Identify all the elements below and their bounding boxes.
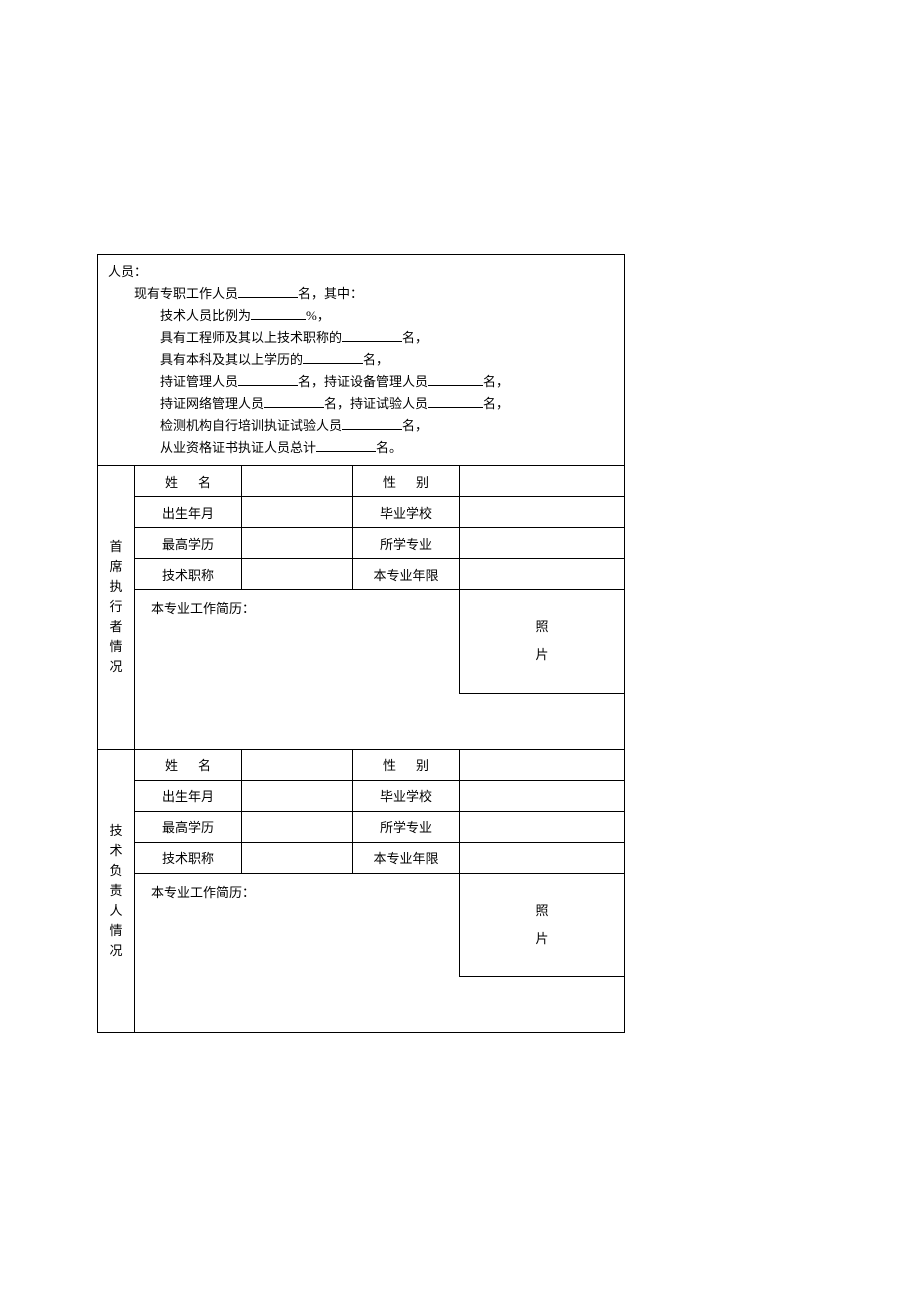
blank-cert-mgmt[interactable] — [238, 371, 298, 386]
s2-title: 技术负责人情况 — [98, 749, 135, 1033]
s2-name-value[interactable] — [242, 749, 353, 780]
s1-row-name: 首席执行者情况 姓名 性别 — [98, 466, 625, 497]
personnel-cell: 人员： 现有专职工作人员名，其中： 技术人员比例为%， 具有工程师及其以上技术职… — [98, 255, 625, 466]
personnel-line3: 具有工程师及其以上技术职称的名， — [108, 327, 614, 349]
blank-bachelor[interactable] — [303, 349, 363, 364]
s1-photo: 照 片 — [460, 590, 625, 694]
personnel-line7: 检测机构自行培训执证试验人员名， — [108, 415, 614, 437]
s2-title-value[interactable] — [242, 842, 353, 873]
s2-photo: 照 片 — [460, 873, 625, 977]
s1-edu-value[interactable] — [242, 528, 353, 559]
s2-edu-value[interactable] — [242, 811, 353, 842]
form-table: 人员： 现有专职工作人员名，其中： 技术人员比例为%， 具有工程师及其以上技术职… — [97, 254, 625, 1033]
s2-row-edu: 最高学历 所学专业 — [98, 811, 625, 842]
s1-title-label: 技术职称 — [135, 559, 242, 590]
s1-dob-label: 出生年月 — [135, 497, 242, 528]
personnel-line8: 从业资格证书执证人员总计名。 — [108, 437, 614, 459]
s1-row-dob: 出生年月 毕业学校 — [98, 497, 625, 528]
s2-row-title: 技术职称 本专业年限 — [98, 842, 625, 873]
s1-school-value[interactable] — [460, 497, 625, 528]
s1-edu-label: 最高学历 — [135, 528, 242, 559]
s1-resume-label: 本专业工作简历： — [135, 590, 460, 694]
s2-major-label: 所学专业 — [353, 811, 460, 842]
s1-title-value[interactable] — [242, 559, 353, 590]
s1-years-value[interactable] — [460, 559, 625, 590]
s1-title: 首席执行者情况 — [98, 466, 135, 750]
s2-row-name: 技术负责人情况 姓名 性别 — [98, 749, 625, 780]
blank-tech-ratio[interactable] — [251, 305, 306, 320]
personnel-line4: 具有本科及其以上学历的名， — [108, 349, 614, 371]
s2-resume-area[interactable] — [135, 977, 625, 1033]
blank-cert-test[interactable] — [428, 393, 483, 408]
blank-engineer[interactable] — [342, 327, 402, 342]
s1-gender-label: 性别 — [353, 466, 460, 497]
blank-fulltime[interactable] — [238, 283, 298, 298]
s2-dob-label: 出生年月 — [135, 780, 242, 811]
s1-row-edu: 最高学历 所学专业 — [98, 528, 625, 559]
s1-resume-area[interactable] — [135, 693, 625, 749]
page: 人员： 现有专职工作人员名，其中： 技术人员比例为%， 具有工程师及其以上技术职… — [0, 0, 920, 1302]
personnel-line5: 持证管理人员名，持证设备管理人员名， — [108, 371, 614, 393]
s1-name-value[interactable] — [242, 466, 353, 497]
s2-row-dob: 出生年月 毕业学校 — [98, 780, 625, 811]
s2-major-value[interactable] — [460, 811, 625, 842]
blank-total-cert[interactable] — [316, 437, 376, 452]
s1-school-label: 毕业学校 — [353, 497, 460, 528]
s2-name-label: 姓名 — [135, 749, 242, 780]
blank-cert-equip[interactable] — [428, 371, 483, 386]
s1-row-resume-bottom — [98, 693, 625, 749]
s2-resume-label: 本专业工作简历： — [135, 873, 460, 977]
s1-row-title: 技术职称 本专业年限 — [98, 559, 625, 590]
s1-name-label: 姓名 — [135, 466, 242, 497]
s2-gender-value[interactable] — [460, 749, 625, 780]
s2-years-label: 本专业年限 — [353, 842, 460, 873]
blank-self-train[interactable] — [342, 415, 402, 430]
personnel-line1: 现有专职工作人员名，其中： — [108, 283, 614, 305]
blank-cert-net[interactable] — [264, 393, 324, 408]
personnel-row: 人员： 现有专职工作人员名，其中： 技术人员比例为%， 具有工程师及其以上技术职… — [98, 255, 625, 466]
s2-years-value[interactable] — [460, 842, 625, 873]
s2-edu-label: 最高学历 — [135, 811, 242, 842]
s1-major-label: 所学专业 — [353, 528, 460, 559]
s2-school-value[interactable] — [460, 780, 625, 811]
personnel-line2: 技术人员比例为%， — [108, 305, 614, 327]
s1-major-value[interactable] — [460, 528, 625, 559]
s1-years-label: 本专业年限 — [353, 559, 460, 590]
s2-title-label: 技术职称 — [135, 842, 242, 873]
s2-gender-label: 性别 — [353, 749, 460, 780]
s2-school-label: 毕业学校 — [353, 780, 460, 811]
personnel-header: 人员： — [108, 264, 147, 279]
s1-dob-value[interactable] — [242, 497, 353, 528]
s2-dob-value[interactable] — [242, 780, 353, 811]
personnel-line6: 持证网络管理人员名，持证试验人员名， — [108, 393, 614, 415]
s1-gender-value[interactable] — [460, 466, 625, 497]
s2-row-resume-bottom — [98, 977, 625, 1033]
